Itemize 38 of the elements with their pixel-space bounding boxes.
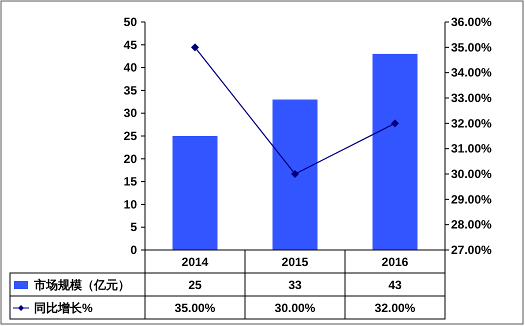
y-tick-label: 0	[130, 243, 138, 257]
x-tick-label: 2015	[282, 255, 309, 269]
y-tick-label: 40	[124, 60, 138, 75]
point	[291, 170, 299, 178]
y-tick-label: 25	[124, 129, 138, 143]
y2-tick-label: 28.00%	[451, 218, 492, 232]
y-tick-label: 45	[124, 38, 138, 52]
bar	[272, 100, 318, 250]
y-tick-label: 50	[124, 15, 138, 29]
bar	[372, 54, 418, 250]
y2-tick-label: 34.00%	[451, 66, 492, 80]
data-label: 33	[288, 278, 302, 292]
data-label: 32.00%	[374, 301, 416, 315]
legend-label: 同比增长%	[34, 301, 93, 315]
y-tick-label: 5	[130, 220, 138, 234]
y-tick-label: 20	[124, 152, 138, 166]
y2-tick-label: 27.00%	[451, 243, 492, 257]
y2-tick-label: 36.00%	[451, 15, 492, 29]
y2-tick-label: 32.00%	[451, 116, 492, 130]
y-tick-label: 10	[124, 197, 138, 212]
point	[391, 119, 399, 128]
y2-tick-label: 35.00%	[451, 40, 492, 54]
y2-tick-label: 31.00%	[451, 142, 492, 156]
y2-tick-label: 30.00%	[451, 167, 492, 181]
y2-tick-label: 29.00%	[451, 192, 492, 206]
data-label: 43	[388, 278, 402, 292]
y-tick-label: 30	[124, 106, 138, 120]
legend-label: 市场规模（亿元）	[33, 278, 130, 292]
data-label: 35.00%	[174, 301, 216, 315]
point	[191, 43, 199, 52]
data-label: 30.00%	[274, 301, 316, 315]
x-tick-label: 2016	[382, 255, 409, 269]
data-label: 25	[188, 278, 202, 292]
y-tick-label: 35	[124, 83, 138, 98]
x-tick-label: 2014	[182, 255, 209, 269]
bar	[172, 136, 218, 250]
y-tick-label: 15	[124, 174, 138, 189]
y2-tick-label: 33.00%	[451, 91, 492, 105]
